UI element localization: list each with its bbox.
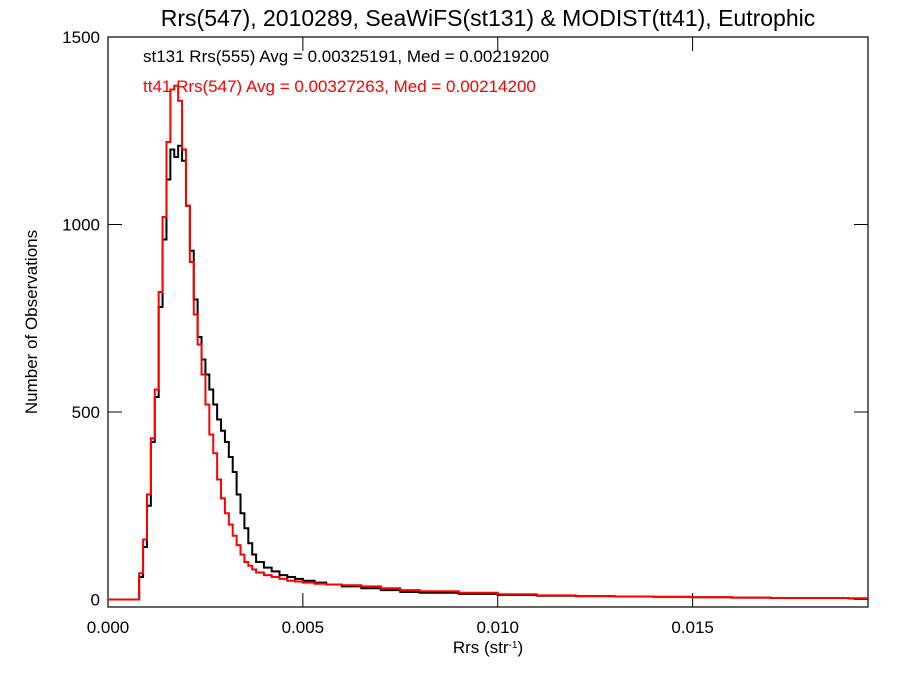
legend-entry-tt41: tt41 Rrs(547) Avg = 0.00327263, Med = 0.…	[143, 77, 536, 96]
x-axis-label: Rrs (str-1)	[453, 638, 523, 657]
x-tick-label: 0.010	[476, 618, 519, 637]
x-axis-label-main: Rrs (str	[453, 638, 509, 657]
series-layer	[108, 84, 868, 601]
y-axis: 0 500 1000 1500	[62, 28, 868, 610]
y-tick-label: 500	[72, 403, 100, 422]
x-tick-label: 0.000	[87, 618, 130, 637]
series-line-st131	[108, 144, 868, 601]
x-tick-label: 0.015	[671, 618, 714, 637]
x-axis: 0.000 0.005 0.010 0.015	[87, 37, 714, 637]
legend-entry-st131: st131 Rrs(555) Avg = 0.00325191, Med = 0…	[143, 47, 549, 66]
x-tick-label: 0.005	[282, 618, 325, 637]
y-tick-label: 1000	[62, 216, 100, 235]
y-tick-label: 0	[91, 591, 100, 610]
y-tick-label: 1500	[62, 28, 100, 47]
plot-frame	[107, 36, 869, 608]
x-axis-label-superscript: -1	[509, 640, 518, 651]
y-axis-label: Number of Observations	[22, 230, 41, 414]
series-line-tt41	[108, 84, 868, 601]
x-axis-label-close: )	[517, 638, 523, 657]
chart-title: Rrs(547), 2010289, SeaWiFS(st131) & MODI…	[161, 5, 815, 31]
